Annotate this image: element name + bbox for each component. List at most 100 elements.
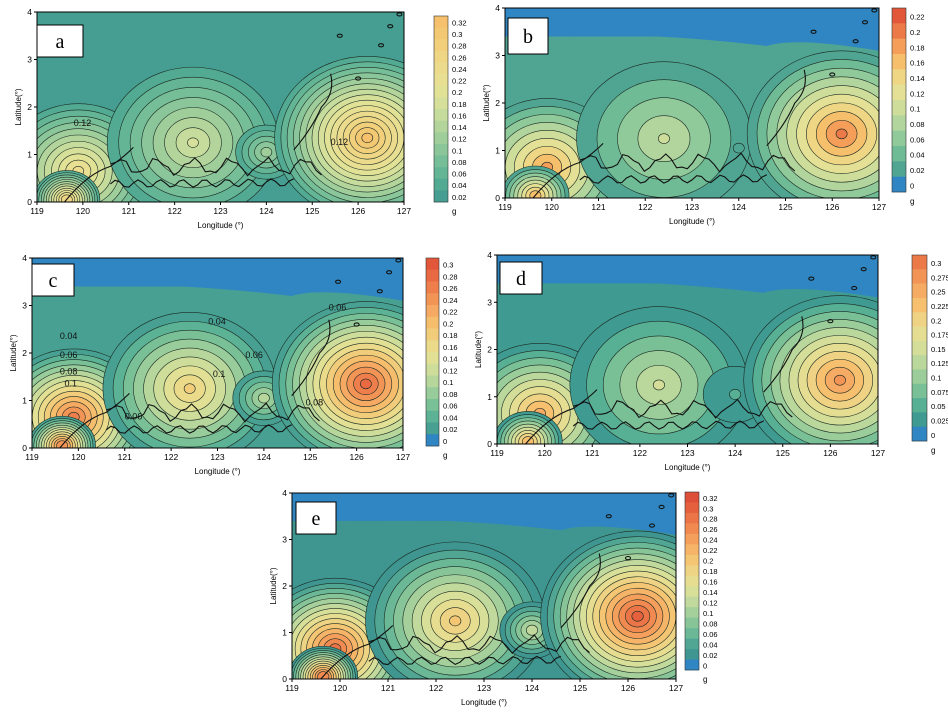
arm-coast-line <box>763 316 804 393</box>
colorbar-tick-label: 0.3 <box>443 261 453 270</box>
north-coast-line <box>573 398 793 419</box>
islet <box>829 72 836 77</box>
colorbar-tick-label: 0.18 <box>443 331 458 340</box>
colorbar-swatch <box>434 97 448 110</box>
colorbar-swatch <box>426 434 439 447</box>
colorbar-tick-label: 0.125 <box>931 359 948 368</box>
low-field-band <box>497 255 878 298</box>
colorbar-swatch <box>892 69 906 85</box>
x-tick-label: 125 <box>303 452 317 462</box>
islet <box>355 76 362 81</box>
colorbar-tick-label: 0.1 <box>452 146 462 155</box>
x-tick-label: 127 <box>669 683 683 693</box>
anomaly-central <box>569 306 749 444</box>
colorbar-tick-label: 0.22 <box>443 308 458 317</box>
contour-ring <box>183 383 196 394</box>
colorbar-swatch <box>912 398 927 413</box>
x-tick-label: 125 <box>573 683 587 693</box>
panel-label-box <box>507 17 549 55</box>
panel-label: c <box>49 270 58 292</box>
anomaly-east <box>271 301 403 448</box>
colorbar-tick-label: 0.3 <box>703 504 713 513</box>
colorbar-swatch <box>426 340 439 353</box>
low-field-band <box>292 493 676 535</box>
colorbar-tick-label: 0.16 <box>703 578 718 587</box>
colorbar-swatch <box>685 502 699 514</box>
colorbar-swatch <box>685 659 699 671</box>
colorbar-tick-label: 0.04 <box>703 640 718 649</box>
coastline <box>59 258 402 448</box>
colorbar-swatch <box>685 586 699 598</box>
y-axis-label: Latitude(°) <box>474 331 483 368</box>
colorbar-tick-label: 0.1 <box>910 105 920 114</box>
colorbar-tick-label: 0.075 <box>931 388 948 397</box>
colorbar-swatch <box>434 85 448 98</box>
colorbar-swatch <box>434 62 448 75</box>
anomaly-central <box>106 66 280 202</box>
x-tick-label: 123 <box>685 202 699 212</box>
islet <box>336 33 343 38</box>
y-tick-label: 4 <box>22 253 27 263</box>
anomaly-east <box>274 56 404 202</box>
south-coast-line <box>110 178 295 188</box>
y-tick-label: 2 <box>487 345 492 355</box>
y-tick-label: 2 <box>282 581 287 591</box>
x-tick-label: 123 <box>210 452 224 462</box>
coastline <box>532 8 878 198</box>
x-tick-label: 119 <box>498 202 512 212</box>
contour-label: 0.04 <box>208 317 226 327</box>
y-tick-label: 0 <box>27 197 32 207</box>
panel-label-box <box>36 24 84 58</box>
x-tick-label: 126 <box>350 452 364 462</box>
colorbar-swatch <box>426 293 439 306</box>
colorbar-tick-label: 0.16 <box>910 59 925 68</box>
islet <box>387 24 394 29</box>
colorbar-swatch <box>434 39 448 52</box>
colorbar-tick-label: 0.225 <box>931 302 948 311</box>
colorbar-tick-label: 0.32 <box>452 18 467 27</box>
x-tick-label: 122 <box>633 448 647 458</box>
contour-label: 0.06 <box>125 412 143 422</box>
colorbar-tick-label: 0.15 <box>931 345 946 354</box>
colorbar-swatch <box>434 167 448 180</box>
colorbar-tick-label: 0.14 <box>910 74 925 83</box>
colorbar-unit: g <box>931 446 935 455</box>
colorbar-swatch <box>912 412 927 427</box>
colorbar: 0.3 0.28 0.26 0.24 0.22 0.2 0.18 0.16 0.14 0.12 0.… <box>425 257 458 460</box>
colorbar: 0.32 0.3 0.28 0.26 0.24 0.22 0.2 0.18 0.16 0.14 0.… <box>433 15 467 216</box>
y-tick-label: 3 <box>487 297 492 307</box>
contour-label: 0.06 <box>245 350 263 360</box>
colorbar-tick-label: 0 <box>931 431 935 440</box>
contour-ring <box>449 615 462 627</box>
colorbar-tick-label: 0.175 <box>931 331 948 340</box>
y-tick-label: 2 <box>27 102 32 112</box>
colorbar-swatch <box>434 178 448 191</box>
panel-e: 119 120 121 122 123 124 125 126 12701234Longitud… <box>269 488 718 707</box>
x-tick-label: 126 <box>621 683 635 693</box>
contour-ring <box>260 146 273 158</box>
colorbar-swatch <box>426 410 439 423</box>
colorbar-swatch <box>426 316 439 329</box>
anomaly-east <box>746 50 879 198</box>
islet <box>648 523 656 528</box>
islet <box>395 258 402 263</box>
colorbar-tick-label: 0.14 <box>703 588 718 597</box>
colorbar-swatch <box>912 297 927 313</box>
arm-coast-line <box>293 73 333 151</box>
colorbar-swatch <box>426 258 439 271</box>
colorbar-tick-label: 0.2 <box>443 319 453 328</box>
colorbar-tick-label: 0.06 <box>910 135 925 144</box>
colorbar-tick-label: 0.28 <box>703 515 718 524</box>
panel-label: e <box>312 508 321 530</box>
y-tick-label: 0 <box>22 443 27 453</box>
colorbar-tick-label: 0.18 <box>703 567 718 576</box>
islet <box>870 255 877 260</box>
anomaly-southwest <box>37 170 101 202</box>
west-coast-line <box>59 392 130 448</box>
colorbar-swatch <box>685 565 699 577</box>
colorbar-tick-label: 0 <box>703 661 707 670</box>
colorbar-unit: g <box>452 207 456 216</box>
x-tick-label: 122 <box>168 206 182 216</box>
contour-ring <box>732 142 745 154</box>
panel-b: 119 120 121 122 123 124 125 126 12701234Longitud… <box>482 3 925 226</box>
